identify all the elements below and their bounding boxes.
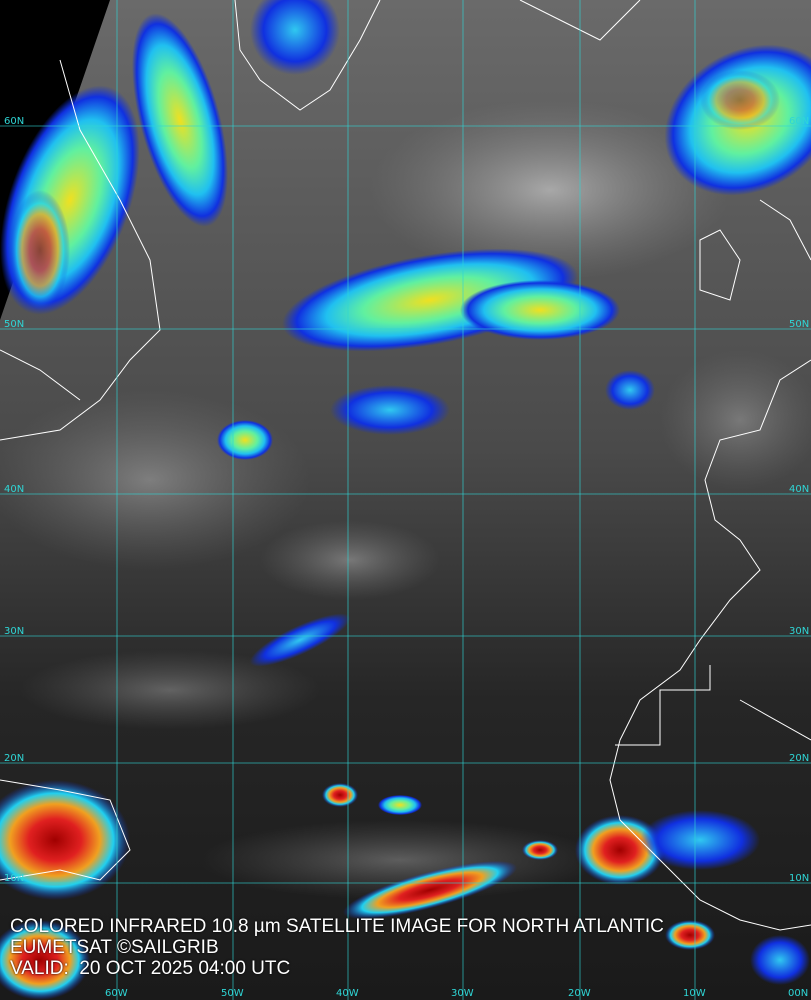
- latitude-label: 40N: [789, 484, 809, 495]
- longitude-label: 30W: [451, 988, 474, 999]
- longitude-label: 20W: [568, 988, 591, 999]
- latitude-label: 60N: [789, 116, 809, 127]
- latitude-label: 10N: [4, 873, 24, 884]
- coastlines: [0, 0, 811, 931]
- longitude-label: 40W: [336, 988, 359, 999]
- longitude-label: 60W: [105, 988, 128, 999]
- latitude-label: 60N: [4, 116, 24, 127]
- caption-source: EUMETSAT ©SAILGRIB: [10, 937, 219, 958]
- latitude-label: 50N: [4, 319, 24, 330]
- latitude-label: 30N: [4, 626, 24, 637]
- caption-valid-time: VALID: 20 OCT 2025 04:00 UTC: [10, 958, 291, 979]
- longitude-label: 00N: [788, 988, 808, 999]
- caption-title: COLORED INFRARED 10.8 µm SATELLITE IMAGE…: [10, 916, 664, 937]
- latitude-label: 30N: [789, 626, 809, 637]
- grid-labels: 60N 60N 50N 50N 40N 40N 30N 30N 20N 20N 10N 10N 60W 5…: [4, 116, 809, 999]
- latitude-label: 10N: [789, 873, 809, 884]
- longitude-label: 50W: [221, 988, 244, 999]
- latitude-label: 40N: [4, 484, 24, 495]
- latitude-label: 20N: [789, 753, 809, 764]
- latitude-label: 20N: [4, 753, 24, 764]
- longitude-label: 10W: [683, 988, 706, 999]
- latitude-label: 50N: [789, 319, 809, 330]
